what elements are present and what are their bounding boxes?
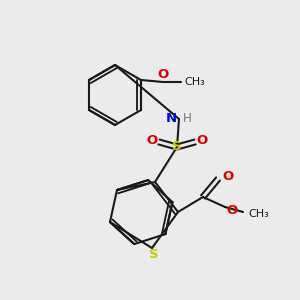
Text: O: O xyxy=(146,134,158,148)
Text: O: O xyxy=(158,68,169,82)
Text: S: S xyxy=(172,140,182,154)
Text: O: O xyxy=(222,169,233,182)
Text: CH₃: CH₃ xyxy=(184,77,205,87)
Text: H: H xyxy=(183,112,191,124)
Text: O: O xyxy=(226,203,237,217)
Text: CH₃: CH₃ xyxy=(248,209,269,219)
Text: O: O xyxy=(196,134,208,148)
Text: N: N xyxy=(165,112,177,124)
Text: S: S xyxy=(149,248,159,260)
